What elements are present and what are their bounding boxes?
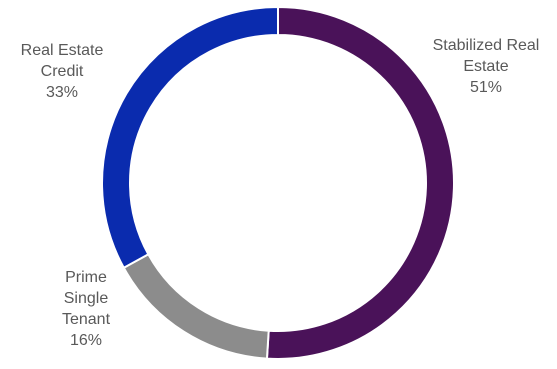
slice-name-line: Credit — [41, 63, 84, 80]
slice-name-line: Prime — [65, 269, 107, 286]
slice-value-label: 16% — [70, 332, 102, 349]
slice-name-line: Stabilized Real — [433, 37, 540, 54]
slice-real-estate-credit — [101, 5, 279, 270]
slice-labels: Stabilized Real Estate 51% Prime Single Tenan… — [21, 37, 540, 349]
slice-prime-single-tenant — [122, 252, 270, 360]
slice-name-line: Real Estate — [21, 42, 104, 59]
slice-name-line: Single — [64, 290, 109, 307]
slice-label-real-estate-credit: Real Estate Credit 33% — [21, 42, 104, 101]
slice-name-line: Tenant — [62, 311, 111, 328]
slice-label-stabilized-real-estate: Stabilized Real Estate 51% — [433, 37, 540, 96]
slice-name-line: Estate — [463, 58, 508, 75]
slice-value-label: 51% — [470, 79, 502, 96]
slice-label-prime-single-tenant: Prime Single Tenant 16% — [62, 269, 111, 349]
donut-slices — [101, 5, 455, 360]
slice-stabilized-real-estate — [265, 5, 455, 360]
slice-value-label: 33% — [46, 84, 78, 101]
